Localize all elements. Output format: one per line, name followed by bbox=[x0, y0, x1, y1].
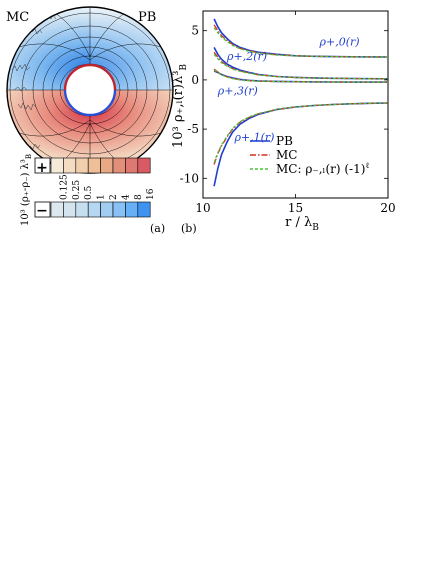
colorbar-positive-cell bbox=[137, 157, 151, 174]
legend-label: MC bbox=[276, 148, 297, 162]
colorbar-tick-label: 8 bbox=[134, 194, 144, 200]
density-disc bbox=[6, 6, 174, 174]
colorbar-positive-cell bbox=[63, 157, 77, 174]
colorbar-tick-label: 16 bbox=[146, 188, 156, 200]
colorbar-positive-cell bbox=[50, 157, 64, 174]
colorbar-negative-cell bbox=[50, 201, 64, 218]
y-axis-label: 10³ ρ₊,ₗ(r)λ³B bbox=[171, 64, 189, 149]
colorbar-minus-sign: − bbox=[36, 203, 48, 219]
x-tick-label: 10 bbox=[195, 201, 210, 215]
series-line-l3 bbox=[213, 70, 388, 83]
colorbar-plus-sign: + bbox=[36, 160, 48, 176]
colorbar-tick-label: 4 bbox=[121, 194, 131, 200]
colorbar-negative-cell bbox=[63, 201, 77, 218]
panel-a-label: (a) bbox=[150, 222, 165, 235]
panel-b-label: (b) bbox=[181, 222, 197, 235]
colorbar-negative-cell bbox=[100, 201, 114, 218]
series-line-l1 bbox=[213, 102, 388, 163]
colorbar-positive-cell bbox=[75, 157, 89, 174]
colorbar-plus-box bbox=[34, 157, 51, 174]
y-tick-label: -10 bbox=[180, 171, 199, 185]
colorbar-ticks: 0.125 0.25 0.5 1 2 4 8 16 bbox=[59, 174, 156, 200]
colorbar-tick-label: 1 bbox=[97, 194, 107, 200]
colorbar-negative bbox=[34, 201, 151, 218]
colorbar: 0.125 0.25 0.5 1 2 4 8 16 + − 10³ (ρ₊-ρ₋) λ³B bbox=[20, 154, 156, 226]
colorbar-tick-label: 0.25 bbox=[72, 180, 82, 200]
colorbar-negative-cell bbox=[112, 201, 126, 218]
colorbar-positive-cell bbox=[100, 157, 114, 174]
colorbar-tick-label: 2 bbox=[109, 194, 119, 200]
y-tick-label: 5 bbox=[191, 24, 199, 38]
series-line-l3 bbox=[213, 69, 388, 83]
colorbar-negative-cell bbox=[87, 201, 101, 218]
x-tick-label: 15 bbox=[288, 201, 303, 215]
y-tick-label: -5 bbox=[187, 122, 199, 136]
pb-label: PB bbox=[138, 10, 156, 25]
series-lines bbox=[213, 18, 388, 187]
curve-annotation: ρ+,1(r) bbox=[233, 131, 274, 144]
core-positive-rim bbox=[63, 63, 117, 91]
x-tick-label: 20 bbox=[380, 201, 395, 215]
colorbar-positive-cell bbox=[112, 157, 126, 174]
colorbar-tick-label: 0.5 bbox=[84, 185, 94, 200]
mc-label: MC bbox=[6, 10, 29, 25]
colorbar-negative-cell bbox=[75, 201, 89, 218]
colorbar-positive-cell bbox=[87, 157, 101, 174]
colorbar-minus-box bbox=[34, 201, 51, 218]
curve-annotations: ρ+,0(r) ρ+,2(r) ρ+,3(r) ρ+,1(r) bbox=[217, 35, 360, 143]
colorbar-negative-cell bbox=[137, 201, 151, 218]
curve-annotation: ρ+,0(r) bbox=[319, 35, 360, 48]
curve-annotation: ρ+,2(r) bbox=[226, 50, 267, 63]
series-line-l2 bbox=[213, 53, 388, 80]
colorbar-label: 10³ (ρ₊-ρ₋) λ³B bbox=[20, 154, 33, 226]
x-axis-label: r / λB bbox=[285, 215, 319, 233]
colorbar-positive bbox=[34, 157, 151, 174]
legend-label: MC: ρ₋,ₗ(r) (-1)ℓ bbox=[276, 161, 369, 176]
line-chart: 10 15 20 -10 -5 0 5 ρ+,0(r) ρ+,2(r) ρ+,3(r) ρ+,1(… bbox=[171, 10, 396, 233]
colorbar-tick-label: 0.125 bbox=[59, 174, 69, 200]
axes: 10 15 20 -10 -5 0 5 bbox=[180, 11, 396, 215]
curve-annotation: ρ+,3(r) bbox=[217, 85, 258, 98]
colorbar-negative-cell bbox=[125, 201, 139, 218]
legend-label: PB bbox=[276, 134, 293, 148]
colorbar-positive-cell bbox=[125, 157, 139, 174]
y-tick-label: 0 bbox=[191, 73, 199, 87]
core-negative-rim bbox=[63, 89, 117, 117]
